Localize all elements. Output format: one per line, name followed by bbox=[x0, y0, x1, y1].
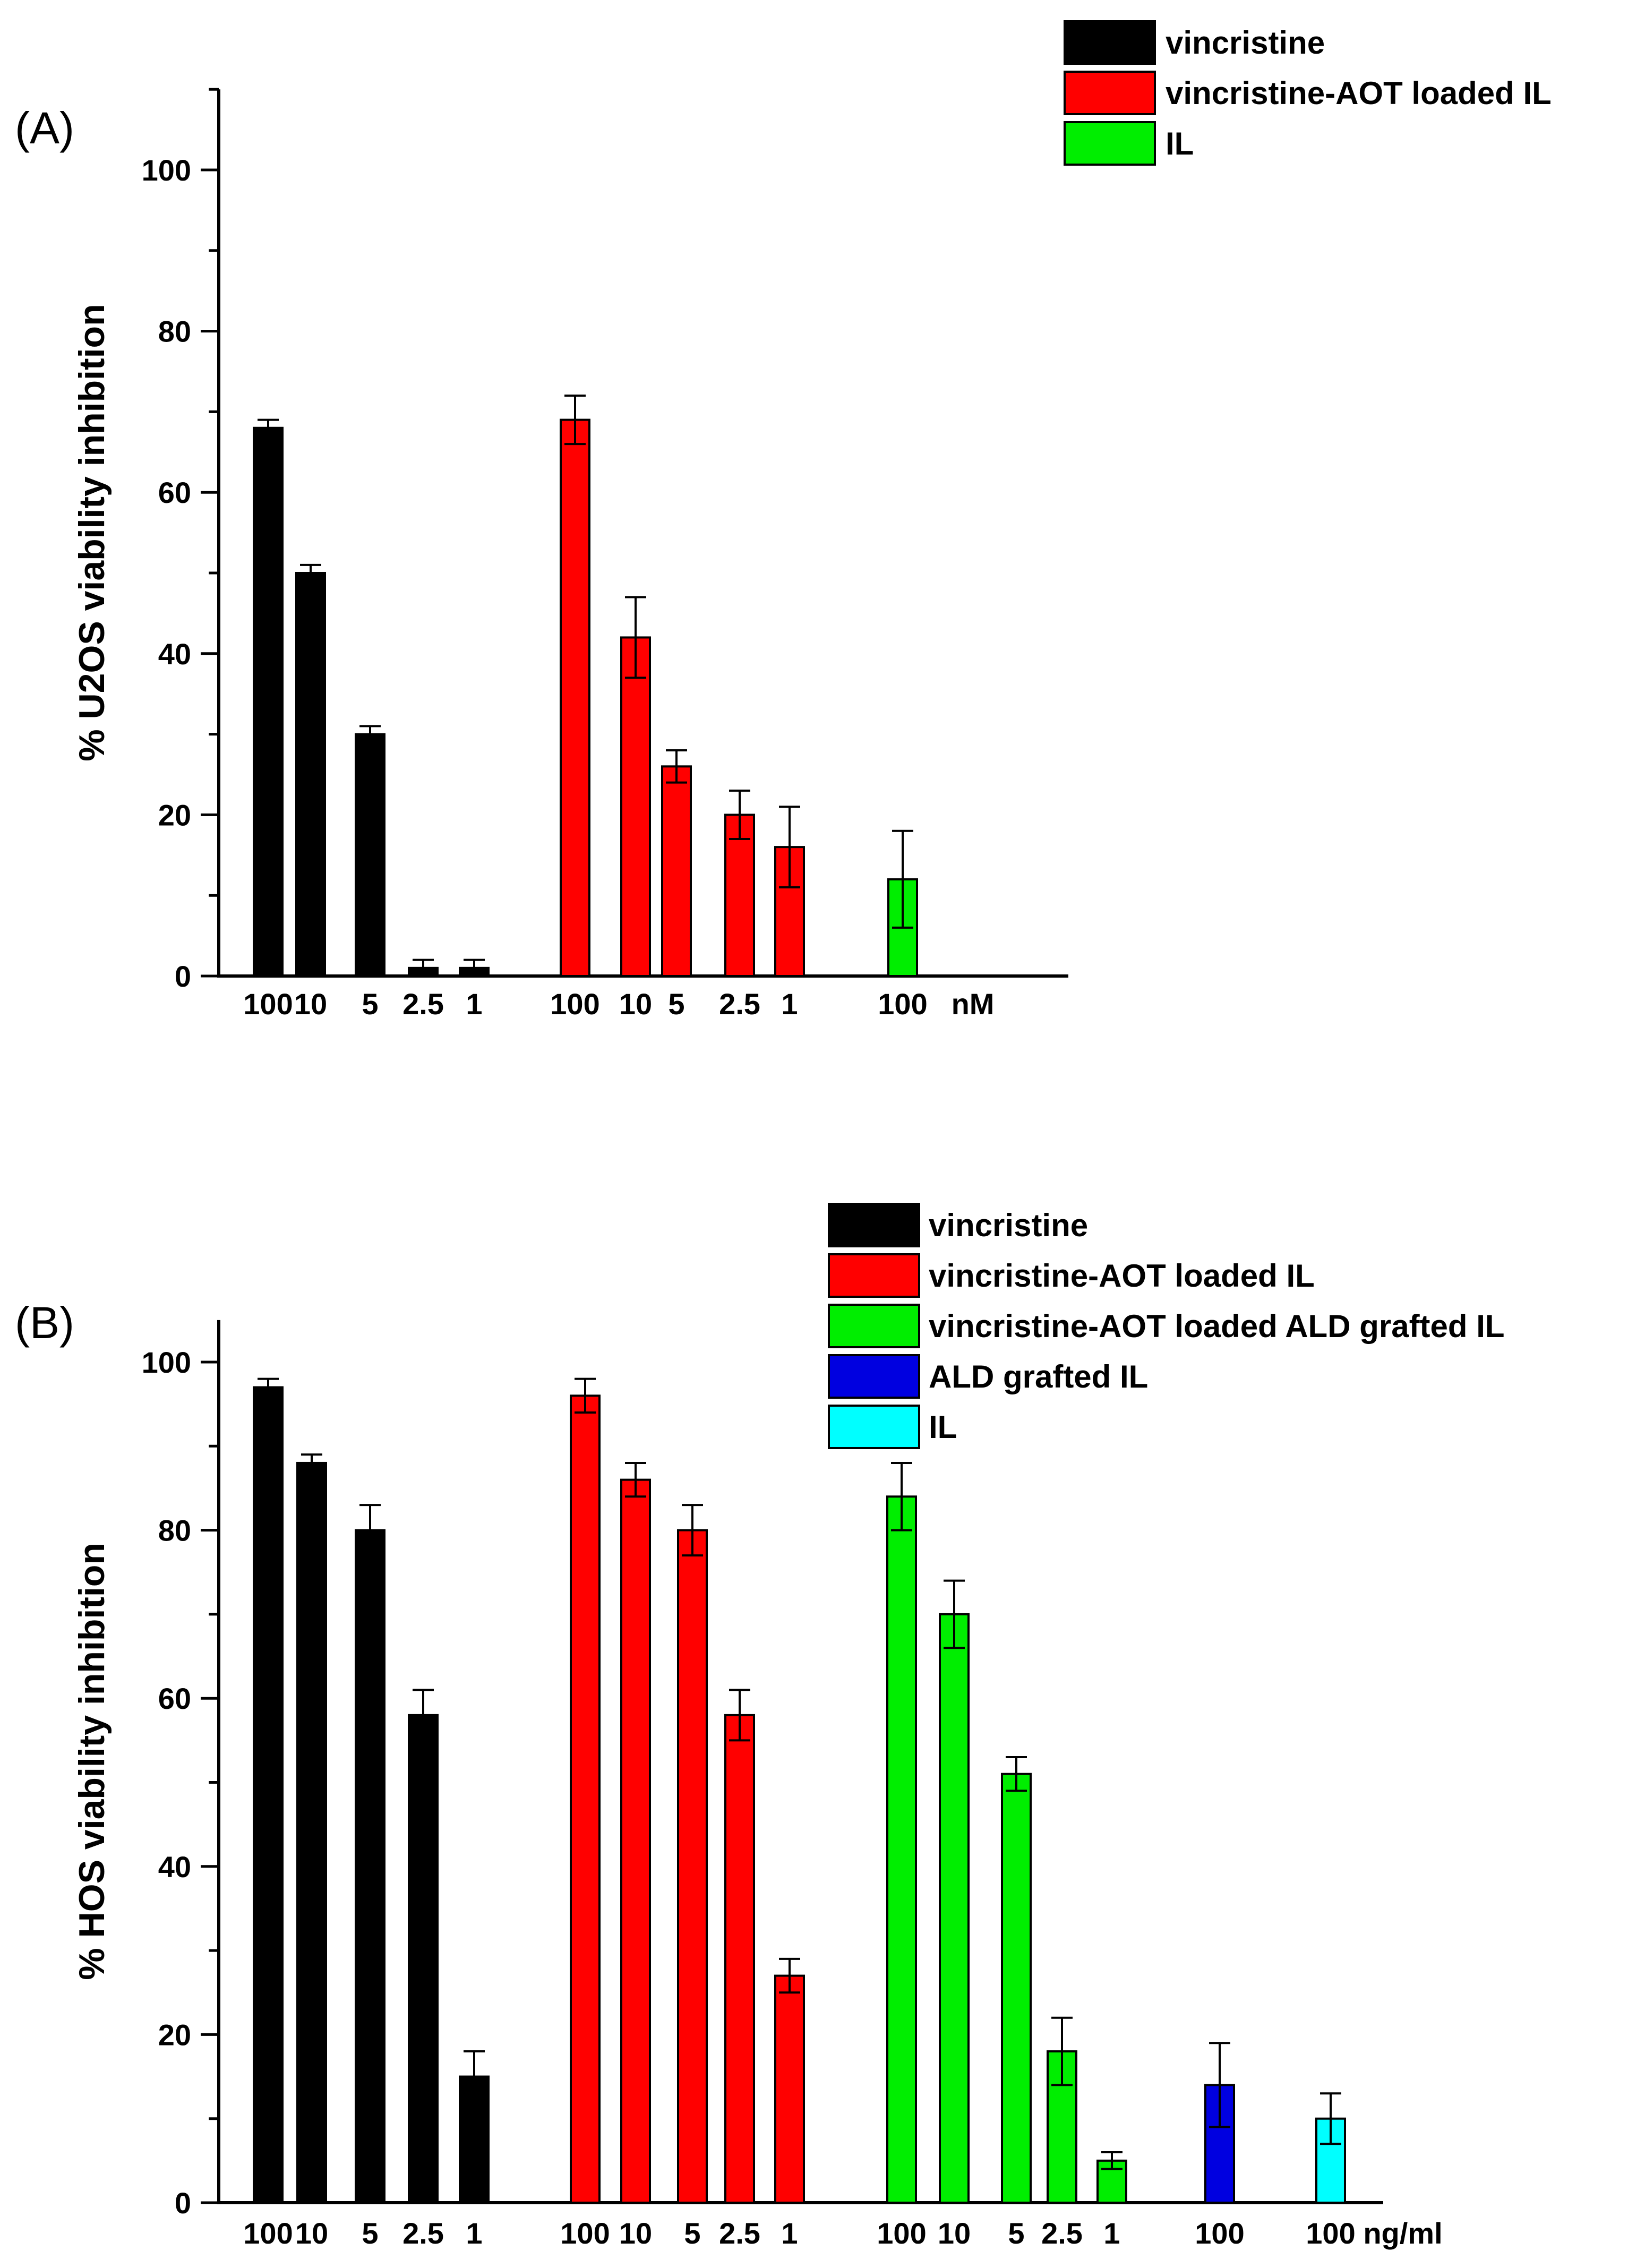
bar bbox=[661, 765, 692, 977]
x-tick-label: 5 bbox=[1008, 2216, 1024, 2250]
x-tick-label: 2.5 bbox=[719, 987, 760, 1021]
bar bbox=[677, 1529, 708, 2204]
x-tick-label: 2.5 bbox=[402, 987, 444, 1021]
y-tick-label: 0 bbox=[175, 2186, 191, 2220]
legend-label: vincristine-AOT loaded IL bbox=[1166, 75, 1552, 111]
bar bbox=[570, 1394, 601, 2204]
x-tick-label: 100 bbox=[1195, 2216, 1244, 2250]
y-tick-label: 60 bbox=[158, 1682, 191, 1715]
bar bbox=[939, 1613, 970, 2204]
x-tick-label: 100 bbox=[560, 2216, 610, 2250]
legend-label: IL bbox=[1166, 126, 1194, 161]
x-tick-label: 2.5 bbox=[402, 2216, 444, 2250]
legend-swatch bbox=[1064, 20, 1156, 65]
x-tick-label: 10 bbox=[938, 2216, 971, 2250]
x-tick-label: 100 bbox=[1306, 2216, 1355, 2250]
y-tick-label: 40 bbox=[158, 1850, 191, 1884]
legend-swatch bbox=[1064, 121, 1156, 166]
bar bbox=[296, 1461, 327, 2204]
x-tick-label: 10 bbox=[619, 987, 652, 1021]
x-tick-label: 5 bbox=[668, 987, 684, 1021]
y-tick-label: 100 bbox=[142, 1346, 191, 1379]
bar bbox=[253, 1386, 284, 2204]
x-tick-label: 1 bbox=[781, 987, 798, 1021]
bar bbox=[355, 733, 385, 977]
legend: vincristine vincristine-AOT loaded IL IL bbox=[1064, 20, 1552, 166]
x-tick-label: 10 bbox=[294, 987, 327, 1021]
bar bbox=[886, 1495, 917, 2204]
legend-swatch bbox=[1064, 71, 1156, 115]
legend-label: vincristine bbox=[1166, 25, 1325, 61]
bar bbox=[774, 1974, 805, 2204]
x-tick-label: 2.5 bbox=[719, 2216, 760, 2250]
panel-label: (B) bbox=[15, 1298, 74, 1348]
bar bbox=[295, 572, 326, 977]
legend-label: vincristine-AOT loaded ALD grafted IL bbox=[929, 1308, 1505, 1344]
panel-label: (A) bbox=[15, 103, 74, 153]
x-tick-label: 1 bbox=[1103, 2216, 1120, 2250]
bar bbox=[724, 1714, 755, 2204]
bar bbox=[355, 1529, 385, 2204]
legend-swatch bbox=[828, 1203, 920, 1247]
y-axis-title: % HOS viability inhibition bbox=[72, 1543, 112, 1980]
x-tick-label: 1 bbox=[781, 2216, 798, 2250]
chart-panel-a: (A) 0 20 40 60 80 100 % U2OS viability inhibiti… bbox=[15, 20, 1552, 1021]
y-tick-label: 80 bbox=[158, 1514, 191, 1547]
legend-label: ALD grafted IL bbox=[929, 1359, 1148, 1394]
bar bbox=[620, 636, 651, 977]
x-tick-label: 100 bbox=[243, 2216, 293, 2250]
bar bbox=[620, 1478, 651, 2204]
legend-swatch bbox=[828, 1304, 920, 1348]
x-tick-label: 100 bbox=[877, 2216, 926, 2250]
y-tick-label: 20 bbox=[158, 798, 191, 832]
chart-panel-b: (B) 0 20 40 60 80 100 % HOS viability inhibitio… bbox=[15, 1203, 1505, 2250]
x-tick-label: 1 bbox=[466, 987, 482, 1021]
bar bbox=[1315, 2117, 1346, 2204]
x-tick-label: 2.5 bbox=[1041, 2216, 1083, 2250]
x-tick-label: 10 bbox=[295, 2216, 328, 2250]
y-axis-title: % U2OS viability inhibition bbox=[72, 304, 112, 761]
legend-swatch bbox=[828, 1354, 920, 1399]
legend-label: IL bbox=[929, 1409, 957, 1445]
bar bbox=[408, 1714, 439, 2204]
x-tick-label: 1 bbox=[466, 2216, 482, 2250]
bar bbox=[724, 814, 755, 978]
legend-swatch bbox=[828, 1405, 920, 1449]
y-tick-label: 80 bbox=[158, 315, 191, 348]
y-tick-label: 100 bbox=[142, 153, 191, 187]
y-tick-label: 20 bbox=[158, 2018, 191, 2051]
legend-swatch bbox=[828, 1253, 920, 1298]
x-unit-label: nM bbox=[952, 987, 995, 1021]
x-tick-label: 100 bbox=[878, 987, 927, 1021]
legend-label: vincristine bbox=[929, 1208, 1088, 1243]
bar bbox=[1001, 1773, 1032, 2204]
y-tick-label: 40 bbox=[158, 637, 191, 671]
legend: vincristine vincristine-AOT loaded IL vinc… bbox=[828, 1203, 1505, 1449]
x-tick-label: 5 bbox=[362, 987, 378, 1021]
y-tick-label: 60 bbox=[158, 476, 191, 509]
x-unit-label: ng/ml bbox=[1363, 2216, 1442, 2250]
bar bbox=[560, 418, 590, 978]
x-tick-label: 5 bbox=[684, 2216, 700, 2250]
bar bbox=[253, 426, 284, 977]
x-tick-label: 100 bbox=[243, 987, 293, 1021]
x-tick-label: 10 bbox=[619, 2216, 652, 2250]
y-tick-label: 0 bbox=[175, 960, 191, 993]
x-tick-label: 100 bbox=[550, 987, 599, 1021]
x-tick-label: 5 bbox=[362, 2216, 378, 2250]
legend-label: vincristine-AOT loaded IL bbox=[929, 1258, 1315, 1294]
